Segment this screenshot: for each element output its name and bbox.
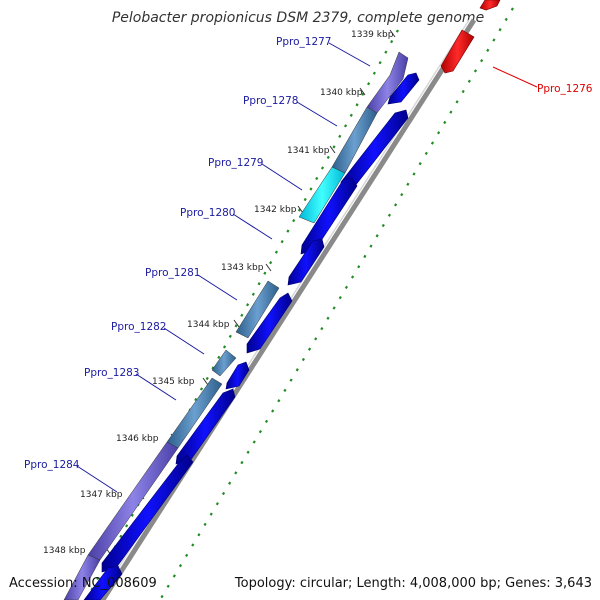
gene-ppro-1276: [440, 29, 475, 74]
blue-cds-arrows: [83, 72, 420, 600]
gene-ppro-1281: [235, 280, 280, 339]
colored-cds-blocks: [63, 51, 409, 600]
gene-label-ppro-1281: Ppro_1281: [145, 267, 200, 279]
kbp-label: 1345 kbp: [152, 377, 195, 387]
gene-label-ppro-1276: Ppro_1276: [537, 83, 593, 95]
leader-lines: [76, 42, 538, 493]
gene-ppro-1279: [298, 166, 346, 224]
kbp-labels: 1339 kbp 1340 kbp 1341 kbp 1342 kbp 1343…: [43, 30, 394, 556]
map-title: Pelobacter propionicus DSM 2379, complet…: [112, 10, 484, 26]
gene-ppro-1284-tail: [63, 554, 101, 600]
kbp-label: 1340 kbp: [320, 88, 363, 98]
gene-arrow: [175, 388, 236, 465]
kbp-label: 1342 kbp: [254, 205, 297, 215]
gene-label-ppro-1282: Ppro_1282: [111, 321, 166, 333]
gene-arrow: [101, 454, 194, 573]
kbp-label: 1339 kbp: [351, 30, 394, 40]
kbp-label: 1343 kbp: [221, 263, 264, 273]
gene-label-ppro-1277: Ppro_1277: [276, 36, 331, 48]
gene-arrow: [387, 72, 420, 105]
red-cds-arrows: [440, 0, 501, 74]
accession-text: Accession: NC_008609: [9, 576, 157, 591]
kbp-label: 1347 kbp: [80, 490, 123, 500]
gene-label-ppro-1278: Ppro_1278: [243, 95, 298, 107]
kbp-label: 1346 kbp: [116, 434, 159, 444]
gene-label-ppro-1283: Ppro_1283: [84, 367, 139, 379]
gene-labels: Ppro_1277 Ppro_1278 Ppro_1279 Ppro_1280 …: [24, 36, 593, 471]
gene-label-ppro-1284: Ppro_1284: [24, 459, 80, 471]
gene-arrow: [225, 361, 250, 390]
gene-label-ppro-1280: Ppro_1280: [180, 207, 235, 219]
gene-arrow: [246, 292, 293, 354]
genome-summary-text: Topology: circular; Length: 4,008,000 bp…: [234, 576, 592, 591]
gene-arrow: [287, 238, 325, 286]
kbp-label: 1344 kbp: [187, 320, 230, 330]
kbp-label: 1341 kbp: [287, 146, 330, 156]
gene-arrow: [83, 565, 123, 600]
gene-ppro-1282: [211, 349, 237, 377]
kbp-label: 1348 kbp: [43, 546, 86, 556]
gene-label-ppro-1279: Ppro_1279: [208, 157, 263, 169]
gene-ppro-1276-cont: [479, 0, 501, 11]
gene-arrow: [300, 177, 358, 255]
